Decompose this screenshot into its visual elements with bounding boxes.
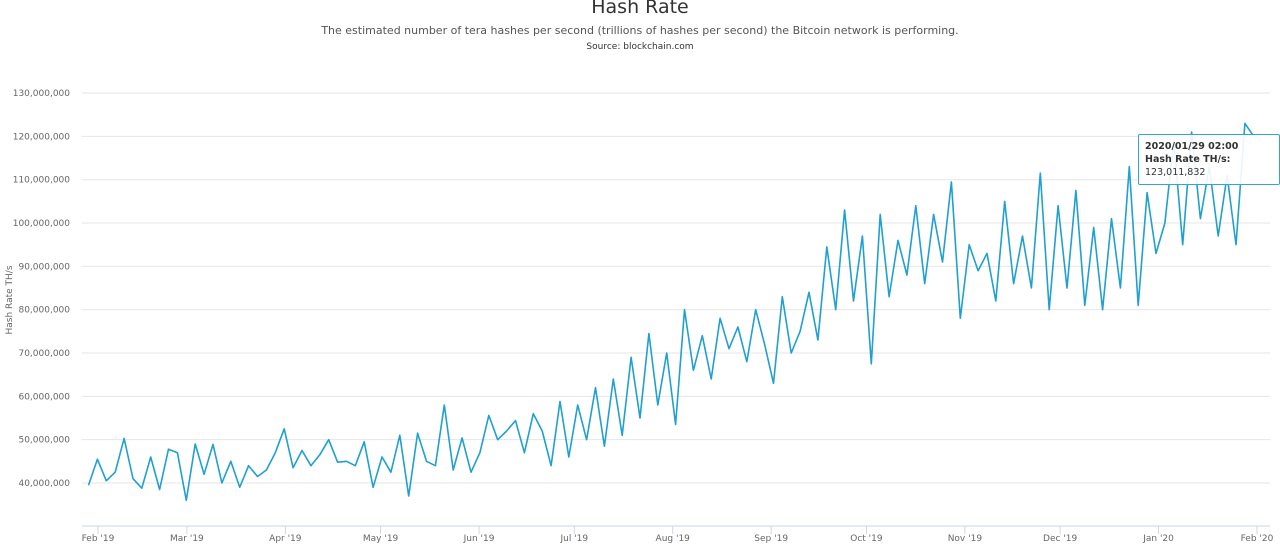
y-tick-label: 70,000,000 <box>18 349 70 359</box>
chart-source: Source: blockchain.com <box>586 42 694 52</box>
tooltip-label: Hash Rate TH/s: <box>1145 154 1231 165</box>
chart-title: Hash Rate <box>591 0 689 18</box>
x-tick-label: Aug '19 <box>656 534 691 544</box>
x-tick-label: Nov '19 <box>948 534 983 544</box>
tooltip-value: 123,011,832 <box>1145 167 1206 178</box>
y-tick-label: 100,000,000 <box>13 219 71 229</box>
x-tick-label: Mar '19 <box>170 534 204 544</box>
x-tick-label: Jan '20 <box>1142 534 1174 544</box>
x-tick-label: Apr '19 <box>269 534 302 544</box>
x-tick-label: Feb '20 <box>1241 534 1274 544</box>
x-tick-label: Dec '19 <box>1043 534 1077 544</box>
x-tick-label: May '19 <box>363 534 399 544</box>
y-tick-label: 40,000,000 <box>18 479 70 489</box>
x-tick-label: Sep '19 <box>754 534 788 544</box>
y-tick-label: 90,000,000 <box>18 262 70 272</box>
x-tick-label: Oct '19 <box>850 534 883 544</box>
tooltip: 2020/01/29 02:00 Hash Rate TH/s: 123,011… <box>1138 134 1280 185</box>
chart-subtitle: The estimated number of tera hashes per … <box>321 24 959 37</box>
x-tick-label: Feb '19 <box>82 534 115 544</box>
y-tick-label: 50,000,000 <box>18 436 70 446</box>
x-tick-label: Jul '19 <box>559 534 588 544</box>
y-tick-label: 80,000,000 <box>18 306 70 316</box>
y-tick-label: 110,000,000 <box>13 176 71 186</box>
y-tick-label: 120,000,000 <box>13 132 71 142</box>
y-tick-label: 60,000,000 <box>18 392 70 402</box>
series-line[interactable] <box>87 122 1255 502</box>
tooltip-date: 2020/01/29 02:00 <box>1145 141 1239 152</box>
y-axis-label: Hash Rate TH/s <box>5 265 15 334</box>
y-tick-label: 130,000,000 <box>13 89 71 99</box>
x-tick-label: Jun '19 <box>463 534 495 544</box>
